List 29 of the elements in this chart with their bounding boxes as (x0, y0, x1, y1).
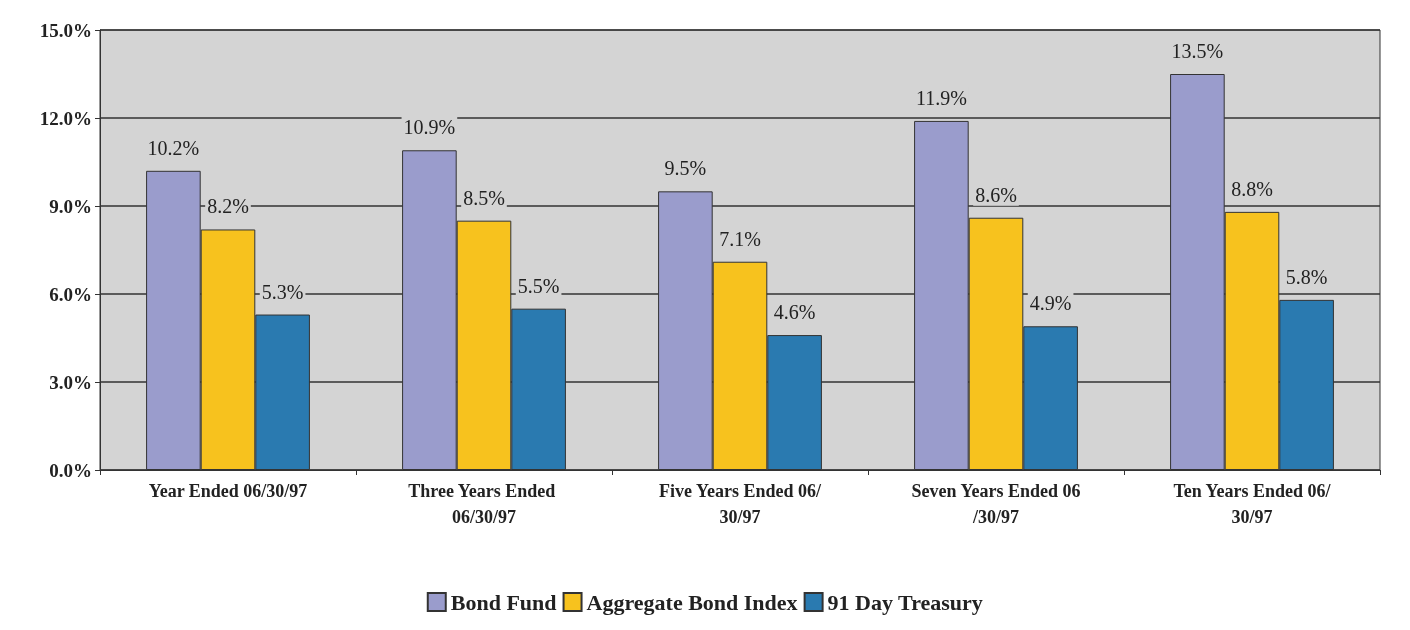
y-tick-label: 3.0% (49, 371, 92, 393)
y-tick-label: 6.0% (49, 283, 92, 305)
data-label: 8.8% (1231, 177, 1273, 200)
x-tick-label: Year Ended 06/30/97 (148, 481, 308, 501)
x-tick-label: Ten Years Ended 06/30/97 (1173, 481, 1332, 527)
legend-label: Aggregate Bond Index (586, 589, 798, 615)
data-label: 10.2% (147, 136, 200, 159)
data-label: 10.9% (403, 116, 456, 139)
legend-label: 91 Day Treasury (827, 589, 983, 615)
y-tick-label: 12.0% (39, 107, 92, 129)
x-tick-label: Five Years Ended 06/30/97 (659, 481, 822, 527)
x-tick-label: Three Years Ended 06/30/97 (408, 481, 560, 527)
data-label: 4.9% (1029, 292, 1072, 315)
y-tick-label: 15.0% (39, 19, 92, 41)
data-label: 4.6% (773, 301, 816, 324)
data-label: 5.3% (261, 280, 304, 303)
data-label: 5.5% (517, 274, 560, 297)
y-tick-label: 0.0% (49, 459, 92, 481)
data-label: 9.5% (664, 157, 707, 180)
data-label: 5.8% (1285, 265, 1328, 288)
data-label: 8.2% (207, 195, 249, 218)
data-label: 8.5% (463, 186, 505, 209)
data-label: 13.5% (1171, 40, 1224, 62)
data-label: 11.9% (915, 86, 967, 109)
y-tick-label: 9.0% (49, 195, 92, 217)
data-label: 7.1% (719, 227, 761, 250)
data-label: 8.6% (975, 183, 1017, 206)
legend-label: Bond Fund (450, 589, 557, 615)
x-tick-label: Seven Years Ended 06/30/97 (911, 481, 1081, 527)
